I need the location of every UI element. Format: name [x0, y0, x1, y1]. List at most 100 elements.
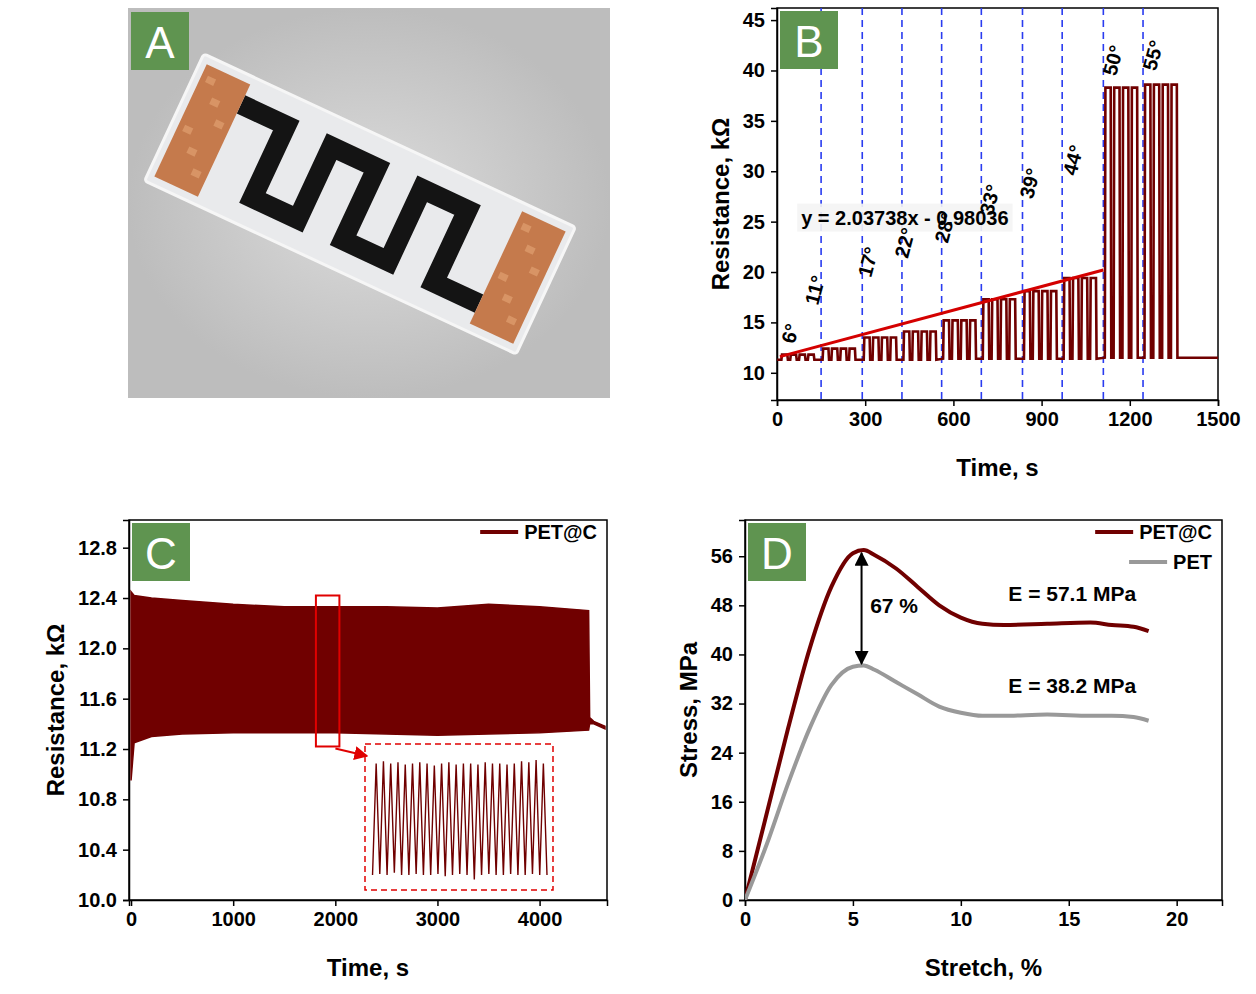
x-tick-label: 1200	[1108, 408, 1153, 430]
y-axis-title: Resistance, kΩ	[42, 624, 69, 797]
x-tick: 3000	[416, 900, 461, 930]
carbon-trace	[207, 104, 513, 303]
x-tick-mark	[1041, 400, 1043, 406]
y-tick-mark	[123, 698, 129, 700]
inset	[365, 744, 553, 890]
x-tick-label: 10	[950, 908, 972, 930]
y-tick-mark	[771, 373, 777, 375]
x-tick: 0	[126, 900, 137, 930]
panel-letter-box	[132, 523, 190, 581]
legend-swatch	[1095, 530, 1133, 534]
x-tick-mark	[131, 900, 133, 906]
y-tick: 56	[711, 545, 745, 567]
x-tick-mark	[539, 900, 541, 906]
panel-letter: D	[748, 523, 806, 581]
y-axis: 1015202530354045	[743, 9, 778, 401]
x-tick: 4000	[518, 900, 563, 930]
y-tick-label: 15	[743, 311, 765, 333]
legend-swatch	[480, 530, 518, 534]
x-tick: 300	[849, 400, 882, 430]
y-tick: 10	[743, 362, 777, 384]
y-tick-label: 12.8	[78, 537, 117, 559]
x-tick: 2000	[314, 900, 359, 930]
y-tick-mark	[123, 749, 129, 751]
x-tick: 1000	[211, 900, 256, 930]
y-tick: 30	[743, 160, 777, 182]
y-tick-mark	[739, 752, 745, 754]
inset-line	[373, 760, 547, 879]
y-tick-mark	[739, 703, 745, 705]
copper-texture	[182, 125, 193, 135]
y-tick-mark	[771, 121, 777, 123]
y-tick-mark	[771, 20, 777, 22]
panel-letter-text: A	[145, 18, 175, 67]
y-tick: 16	[711, 791, 745, 813]
panel-letter-text: B	[794, 17, 823, 66]
panel-letter-text: D	[761, 529, 793, 578]
plot-frame	[129, 520, 607, 900]
y-tick-mark	[123, 799, 129, 801]
substrate	[145, 54, 576, 354]
y-tick: 15	[743, 311, 777, 333]
y-tick: 48	[711, 594, 745, 616]
plot-marks	[777, 8, 1218, 400]
y-tick-label: 8	[722, 840, 733, 862]
legend-label: PET	[1173, 551, 1212, 573]
y-tick-label: 10.0	[78, 889, 117, 911]
y-tick: 40	[743, 59, 777, 81]
y-tick: 32	[711, 692, 745, 714]
x-tick-mark	[953, 400, 955, 406]
y-tick-mark	[123, 648, 129, 650]
y-axis-title: Resistance, kΩ	[707, 118, 734, 291]
panel-letter-box	[780, 11, 838, 69]
y-tick: 12.4	[78, 587, 129, 609]
y-tick-mark	[771, 70, 777, 72]
annotation: E = 38.2 MPa	[1008, 674, 1136, 697]
y-tick-label: 56	[711, 545, 733, 567]
y-tick-label: 11.6	[79, 688, 117, 710]
x-tick-label: 15	[1058, 908, 1080, 930]
resistance-line	[777, 85, 1218, 360]
y-axis-line	[123, 521, 130, 901]
annotation: E = 57.1 MPa	[1008, 582, 1136, 605]
plot-frame	[777, 8, 1218, 400]
copper-texture	[205, 76, 216, 86]
x-tick: 20	[1166, 900, 1188, 930]
panel-0: 0300600900120015001015202530354045Time, …	[707, 8, 1241, 481]
angle-label: 55°	[1138, 38, 1167, 73]
panel-letter-box	[748, 523, 806, 581]
angle-label: 11°	[801, 273, 830, 307]
x-tick-mark	[853, 900, 855, 906]
y-tick-label: 10.8	[78, 788, 117, 810]
panel-letter-text: C	[145, 529, 177, 578]
plot-marks	[745, 550, 1149, 900]
x-tick-label: 0	[772, 408, 783, 430]
y-tick-mark	[771, 322, 777, 324]
y-axis: 08162432404856	[711, 521, 746, 911]
angle-label: 39°	[1015, 166, 1044, 201]
y-tick-mark	[123, 547, 129, 549]
copper-texture	[520, 223, 531, 233]
y-tick: 12.8	[78, 537, 129, 559]
copper-texture	[186, 146, 197, 156]
photo-background	[128, 8, 610, 398]
y-tick-label: 10	[743, 362, 765, 384]
y-tick-mark	[771, 171, 777, 173]
copper-texture	[498, 272, 509, 282]
panel-letter: A	[131, 12, 189, 70]
y-tick-label: 0	[722, 889, 733, 911]
legend-swatch	[1129, 560, 1167, 564]
x-axis: 0 1000 2000 3000 4000	[126, 900, 608, 930]
panel-letter: C	[132, 523, 190, 581]
angle-label: 44°	[1059, 143, 1088, 178]
x-tick: 900	[1025, 400, 1058, 430]
y-tick-mark	[739, 654, 745, 656]
y-tick-label: 45	[743, 9, 765, 31]
y-tick-mark	[739, 851, 745, 853]
stress-curve	[745, 550, 1149, 900]
y-tick-label: 30	[743, 160, 765, 182]
y-tick: 8	[722, 840, 745, 862]
y-tick: 24	[711, 742, 745, 764]
photo	[128, 8, 610, 398]
copper-texture	[502, 294, 513, 304]
